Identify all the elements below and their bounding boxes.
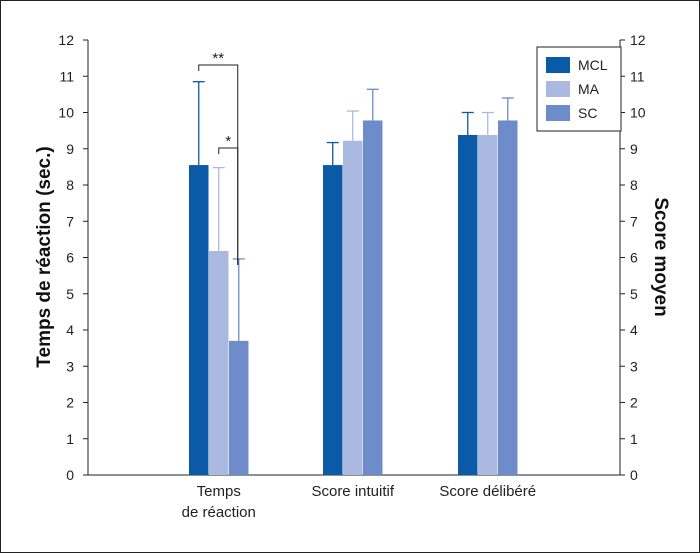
x-category-label: Score intuitif bbox=[311, 483, 394, 500]
y-tick-label-left: 6 bbox=[66, 250, 74, 266]
y-tick-label-left: 4 bbox=[66, 322, 74, 338]
y-tick-label-right: 3 bbox=[630, 358, 638, 374]
y-tick-label-left: 5 bbox=[66, 286, 74, 302]
y-tick-label-right: 0 bbox=[630, 467, 638, 483]
bars bbox=[189, 120, 518, 475]
legend: MCL MA SC bbox=[536, 46, 622, 132]
y-tick-label-left: 10 bbox=[58, 105, 74, 121]
bar-mcl bbox=[458, 134, 478, 475]
x-category-label: Temps bbox=[197, 483, 241, 500]
y-tick-label-left: 0 bbox=[66, 467, 74, 483]
bar-mcl bbox=[323, 165, 343, 475]
y-tick-label-left: 9 bbox=[66, 141, 74, 157]
legend-swatch-sc bbox=[546, 105, 570, 121]
y-tick-label-right: 4 bbox=[630, 322, 638, 338]
y-tick-label-left: 8 bbox=[66, 177, 74, 193]
bar-sc bbox=[229, 340, 249, 475]
significance-label: ** bbox=[212, 50, 224, 67]
y-tick-label-right: 10 bbox=[630, 105, 646, 121]
legend-label-sc: SC bbox=[578, 105, 597, 121]
y-tick-label-right: 5 bbox=[630, 286, 638, 302]
y-axis-title-left: Temps de réaction (sec.) bbox=[34, 146, 55, 367]
y-tick-label-left: 11 bbox=[59, 68, 74, 84]
y-tick-label-left: 12 bbox=[58, 32, 74, 48]
x-category-label: Score délibéré bbox=[439, 483, 536, 500]
significance-bracket bbox=[218, 147, 239, 265]
bar-ma bbox=[478, 134, 498, 475]
y-tick-label-right: 2 bbox=[630, 395, 638, 411]
legend-swatch-ma bbox=[546, 81, 570, 97]
y-tick-label-right: 1 bbox=[630, 431, 638, 447]
error-bars bbox=[192, 81, 514, 341]
y-tick-label-right: 6 bbox=[630, 250, 638, 266]
bar-ma bbox=[343, 140, 363, 475]
y-axis-title-right: Score moyen bbox=[650, 197, 671, 316]
bar-sc bbox=[363, 120, 383, 475]
significance-brackets: *** bbox=[198, 50, 239, 265]
legend-label-ma: MA bbox=[578, 81, 600, 97]
y-tick-label-left: 2 bbox=[66, 395, 74, 411]
bar-ma bbox=[209, 250, 229, 475]
legend-swatch-mcl bbox=[546, 57, 570, 73]
y-tick-label-right: 12 bbox=[630, 32, 646, 48]
legend-label-mcl: MCL bbox=[578, 57, 608, 73]
bar-mcl bbox=[189, 165, 209, 475]
y-tick-label-left: 1 bbox=[66, 431, 74, 447]
y-tick-label-right: 11 bbox=[630, 68, 645, 84]
x-category-label: de réaction bbox=[182, 504, 256, 521]
significance-label: * bbox=[225, 133, 231, 150]
y-tick-label-right: 8 bbox=[630, 177, 638, 193]
y-tick-label-right: 9 bbox=[630, 141, 638, 157]
y-tick-label-left: 3 bbox=[66, 358, 74, 374]
y-tick-label-right: 7 bbox=[630, 213, 638, 229]
bar-sc bbox=[498, 120, 518, 475]
y-tick-label-left: 7 bbox=[66, 213, 74, 229]
